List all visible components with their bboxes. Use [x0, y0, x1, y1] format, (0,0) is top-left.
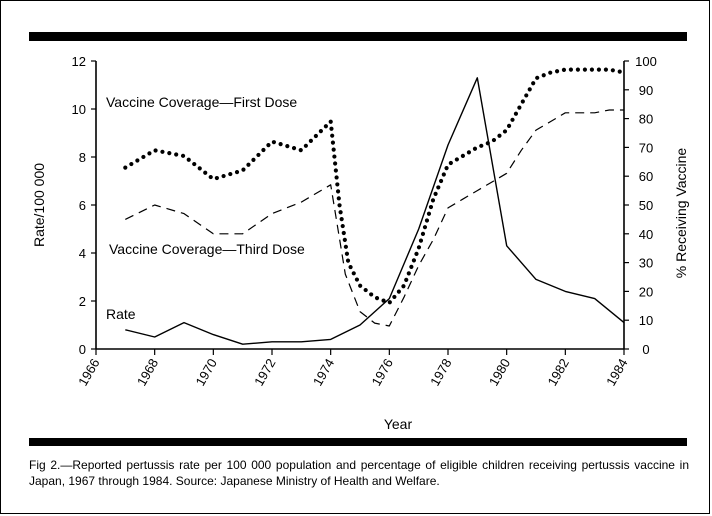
chart: 0 2 4 6 8 10 12 0 10 20 30 40 50 60 70 80 90 100 1966 1968 1…: [31, 54, 689, 432]
left-tick-label: 4: [79, 246, 86, 261]
left-tick-label: 0: [79, 342, 86, 357]
top-rule: [29, 32, 687, 41]
left-tick-label: 2: [79, 294, 86, 309]
series-label-2: Vaccine Coverage—Third Dose: [109, 241, 305, 257]
x-tick-label: 1974: [310, 356, 337, 389]
series-label-3: Rate: [106, 306, 136, 322]
x-tick-label: 1978: [427, 356, 454, 389]
right-tick-label: 80: [639, 112, 653, 127]
x-tick-label: 1970: [192, 356, 219, 389]
x-tick-label: 1968: [134, 356, 161, 389]
right-tick-label: 50: [639, 198, 653, 213]
right-tick-label: 100: [635, 54, 657, 69]
left-tick-label: 12: [72, 54, 86, 69]
x-tick-label: 1980: [486, 356, 513, 389]
left-axis-title: Rate/100 000: [31, 163, 47, 247]
series-label-1: Vaccine Coverage—First Dose: [106, 94, 297, 110]
right-tick-label: 90: [639, 83, 653, 98]
figure-caption: Fig 2.—Reported pertussis rate per 100 0…: [29, 458, 689, 488]
x-tick-label: 1972: [251, 356, 278, 389]
bottom-rule: [29, 438, 687, 446]
left-tick-label: 8: [79, 150, 86, 165]
series-line-1: [123, 67, 627, 305]
right-tick-label: 40: [639, 227, 653, 242]
series-line-3: [125, 77, 625, 345]
x-tick-label: 1984: [603, 356, 630, 389]
right-tick-label: 70: [639, 140, 653, 155]
right-axis-title: % Receiving Vaccine: [673, 148, 689, 279]
series-line-2: [125, 109, 624, 327]
x-tick-label: 1976: [368, 356, 395, 389]
left-tick-label: 6: [79, 198, 86, 213]
right-tick-label: 30: [639, 256, 653, 271]
right-tick-label: 60: [639, 169, 653, 184]
x-tick-label: 1966: [75, 356, 102, 389]
x-axis-title: Year: [384, 416, 413, 432]
right-tick-label: 0: [642, 342, 649, 357]
x-tick-label: 1982: [544, 356, 571, 389]
left-tick-label: 10: [72, 102, 86, 117]
right-tick-label: 20: [639, 284, 653, 299]
right-tick-label: 10: [639, 313, 653, 328]
